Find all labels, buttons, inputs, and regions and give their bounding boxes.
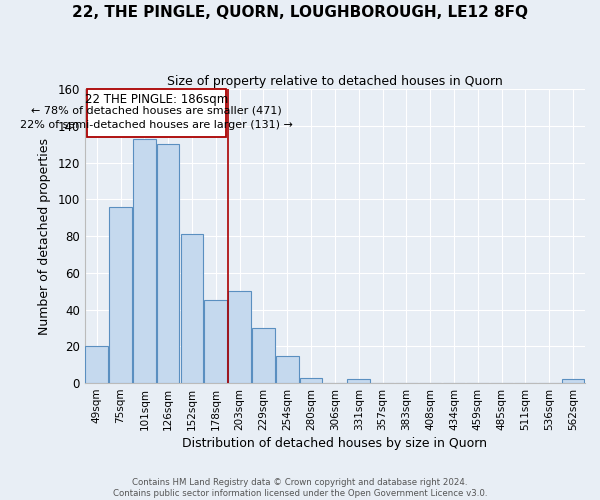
Bar bbox=[300, 378, 322, 383]
Y-axis label: Number of detached properties: Number of detached properties bbox=[38, 138, 50, 334]
Bar bbox=[157, 144, 179, 383]
Bar bbox=[109, 206, 132, 383]
Bar bbox=[87, 89, 226, 137]
Text: 22, THE PINGLE, QUORN, LOUGHBOROUGH, LE12 8FQ: 22, THE PINGLE, QUORN, LOUGHBOROUGH, LE1… bbox=[72, 5, 528, 20]
Bar bbox=[205, 300, 227, 383]
Bar bbox=[181, 234, 203, 383]
Text: Contains HM Land Registry data © Crown copyright and database right 2024.
Contai: Contains HM Land Registry data © Crown c… bbox=[113, 478, 487, 498]
Bar bbox=[133, 139, 155, 383]
Bar bbox=[229, 291, 251, 383]
Title: Size of property relative to detached houses in Quorn: Size of property relative to detached ho… bbox=[167, 75, 503, 88]
Text: 22% of semi-detached houses are larger (131) →: 22% of semi-detached houses are larger (… bbox=[20, 120, 293, 130]
Bar bbox=[276, 356, 299, 383]
X-axis label: Distribution of detached houses by size in Quorn: Distribution of detached houses by size … bbox=[182, 437, 487, 450]
Text: ← 78% of detached houses are smaller (471): ← 78% of detached houses are smaller (47… bbox=[31, 106, 282, 116]
Bar bbox=[252, 328, 275, 383]
Bar bbox=[562, 380, 584, 383]
Text: 22 THE PINGLE: 186sqm: 22 THE PINGLE: 186sqm bbox=[85, 93, 228, 106]
Bar bbox=[347, 380, 370, 383]
Bar bbox=[85, 346, 108, 383]
